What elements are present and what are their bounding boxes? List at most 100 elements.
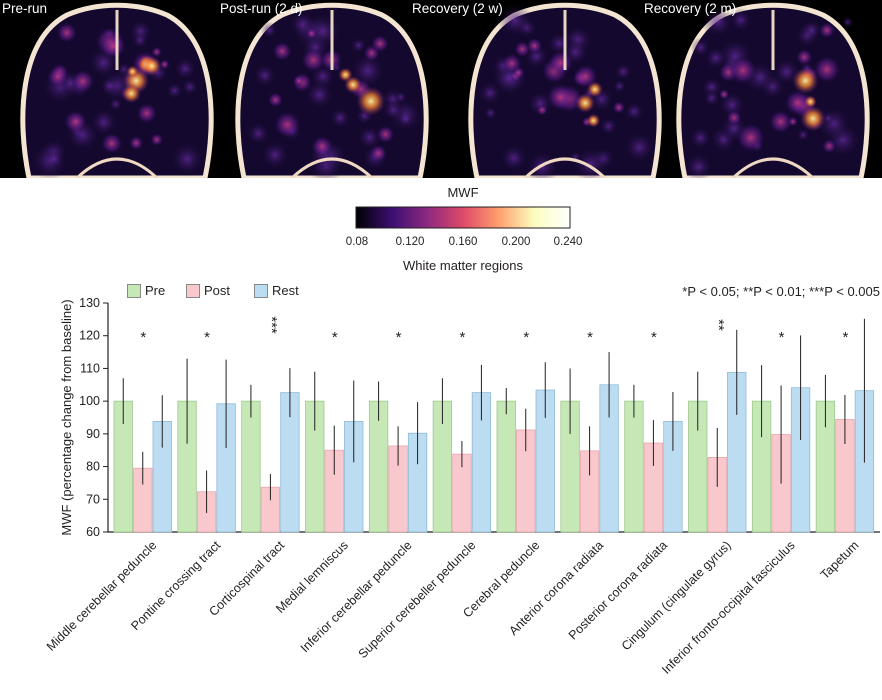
mwf-blob [768,109,793,134]
mwf-blob [252,62,278,88]
y-tick-label: 100 [79,394,100,408]
significance-mark: * [396,329,402,346]
mwf-blob [787,116,799,127]
mwf-blob [612,78,627,94]
mwf-blob [546,83,575,112]
mwf-blob [130,31,150,50]
bar-rest [790,387,811,533]
category-label: Anterior corona radiata [506,538,606,638]
mwf-blob [128,135,144,151]
bar-post [196,491,217,533]
mwf-blob [718,89,730,100]
mwf-blob [159,59,170,70]
mwf-blob [245,121,271,146]
bar-post [260,486,281,533]
mwf-blob [56,22,78,44]
mwf-blob [356,124,383,151]
significance-mark: * [651,329,657,346]
significance-mark: *** [263,316,280,334]
bar-pre [305,400,325,533]
legend-swatch-rest [254,284,268,298]
mwf-blob [575,93,596,113]
mwf-blob [483,105,498,121]
significance-mark: * [140,329,146,346]
significance-mark: * [842,329,848,346]
mwf-blob [121,83,142,104]
significance-mark: * [523,329,529,346]
bar-post [771,434,791,533]
mwf-blob [841,15,855,29]
bar-rest [727,371,747,533]
mwf-blob [311,135,333,157]
mwf-blob [180,77,200,97]
mwf-blob [726,109,743,126]
bar-post [324,449,344,533]
mwf-blob [151,46,163,58]
bar-rest [599,384,619,533]
panel-label-pre-run: Pre-run [2,1,48,16]
bar-pre [113,400,133,533]
mwf-blob [100,132,123,155]
bar-pre [241,400,261,533]
significance-mark: * [332,329,338,346]
mwf-blob [328,106,352,130]
mwf-blob [792,67,819,94]
mwf-blob [381,98,405,122]
y-tick-label: 120 [79,329,100,343]
category-label: Corticospinal tract [206,538,287,619]
panel-label-recovery-2m: Recovery (2 m) [644,1,737,16]
y-axis-label: MWF (percentage change from baseline) [59,299,74,535]
y-tick-label: 130 [79,296,100,310]
category-label: Medial lemniscus [273,538,351,616]
mwf-blob [272,41,293,62]
significance-mark: * [204,329,210,346]
mwf-blob [260,21,279,39]
bar-post [643,442,664,533]
mwf-blob [818,22,836,39]
significance-mark: * [587,329,593,346]
legend-label-rest: Rest [272,283,299,298]
bar-rest [344,421,364,533]
bar-post [452,453,472,533]
mri-panel [20,2,214,181]
mwf-blob [536,104,548,116]
mwf-blob [728,7,753,33]
mwf-blob [267,91,284,108]
mwf-blob [165,81,184,100]
significance-note: *P < 0.05; **P < 0.01; ***P < 0.005 [682,284,880,299]
category-label: Posterior corona radiata [566,538,670,642]
colorbar-tick: 0.120 [395,236,425,248]
significance-mark: ** [710,319,727,331]
mri-panels [20,2,870,185]
mwf-blob [344,75,362,94]
panel-label-post-run: Post-run (2 d) [220,1,303,16]
category-label: Inferior cerebellar peduncle [298,538,415,655]
mwf-blob [784,89,811,116]
mwf-blob [702,88,721,108]
category-label: Pontine crossing tract [128,538,223,633]
mwf-blob [126,65,139,78]
mwf-blob [612,100,626,114]
mwf-blob [303,78,336,111]
colorbar-gradient [355,206,571,229]
bar-pre [177,400,197,533]
y-tick-label: 80 [86,460,100,474]
mwf-blob [598,116,619,137]
mwf-blob [735,122,766,153]
mwf-blob [622,130,656,164]
mwf-blob [728,56,758,85]
y-tick-label: 90 [86,427,100,441]
bar-post [835,419,855,533]
mwf-blob [513,40,531,58]
y-tick-label: 110 [80,361,100,375]
mri-image-strip [0,0,882,185]
mwf-blob [173,56,198,81]
category-label: Cerebral peduncle [460,538,542,620]
bar-pre [751,400,772,533]
mri-panel [676,2,870,182]
mwf-blob [688,125,713,150]
bar-rest [280,392,300,533]
bar-rest [535,389,555,533]
mwf-blob [293,75,305,87]
section-title: White matter regions [403,258,523,273]
